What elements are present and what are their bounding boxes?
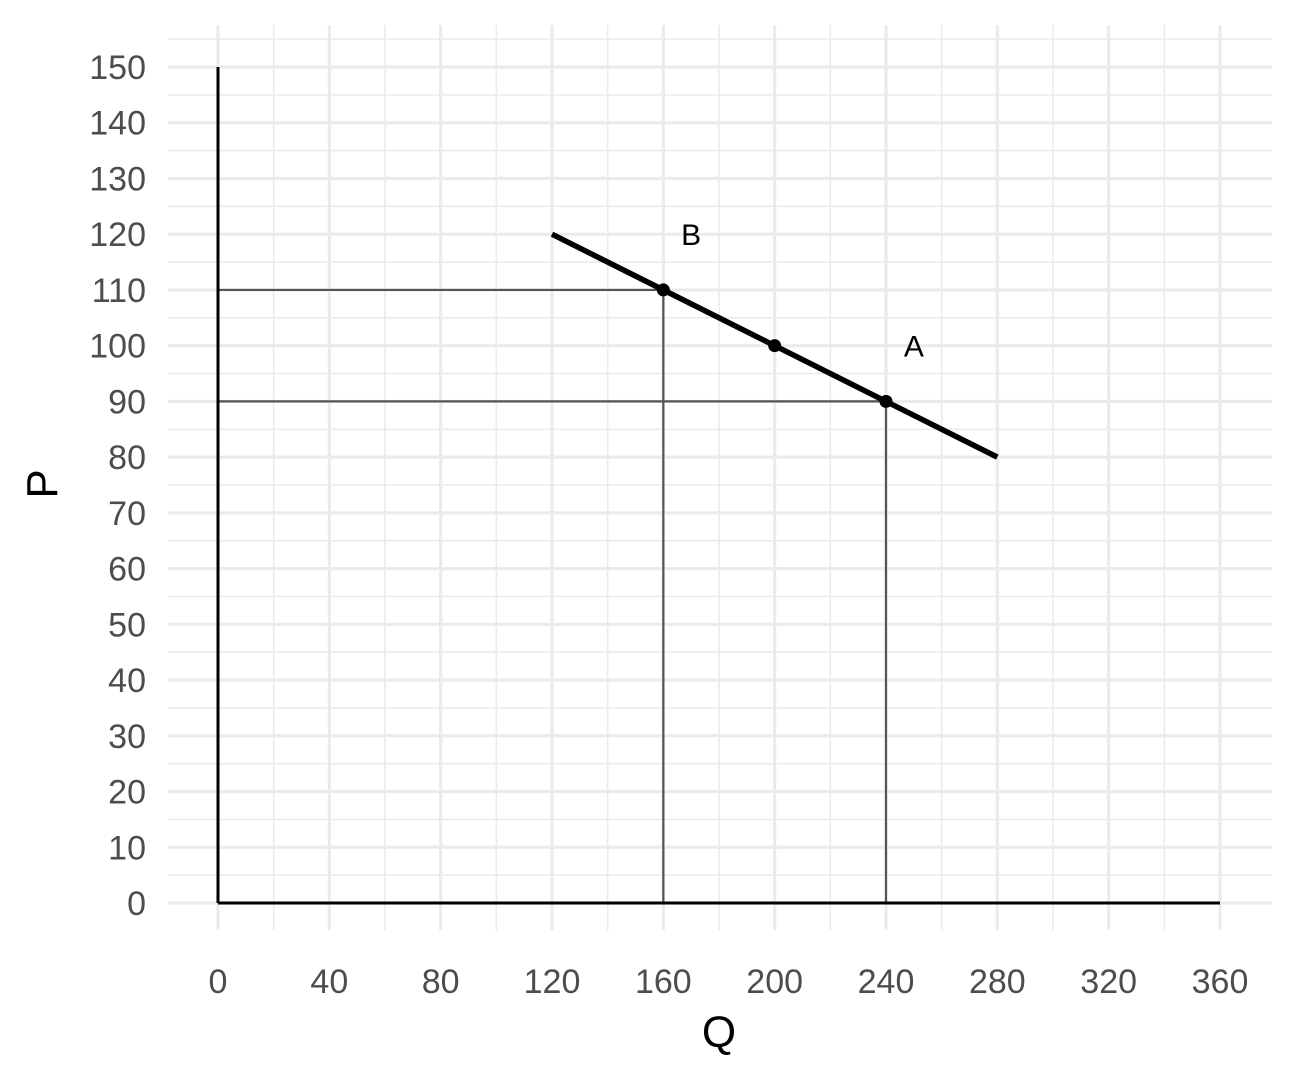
data-point [879,394,893,408]
x-tick-label: 160 [635,963,692,1001]
data-point [768,339,782,353]
y-tick-label: 0 [127,885,146,923]
y-tick-label: 70 [108,495,146,533]
x-tick-label: 240 [858,963,915,1001]
y-tick-labels: 0 10 20 30 40 50 60 70 80 90 100 110 120 130 140 150 [89,49,146,923]
y-tick-label: 80 [108,439,146,477]
y-tick-label: 60 [108,551,146,589]
y-tick-label: 10 [108,829,146,867]
y-tick-label: 130 [89,160,146,198]
x-tick-label: 320 [1080,963,1137,1001]
points-layer [656,283,893,408]
x-tick-label: 0 [209,963,228,1001]
y-tick-label: 140 [89,105,146,143]
major-gridlines [168,25,1272,930]
x-tick-label: 80 [422,963,460,1001]
annotations-layer: BA [681,219,924,363]
y-tick-label: 90 [108,383,146,421]
x-axis-title: Q [702,1008,736,1057]
x-tick-label: 200 [746,963,803,1001]
y-tick-label: 50 [108,606,146,644]
x-tick-label: 360 [1192,963,1249,1001]
y-tick-label: 30 [108,718,146,756]
x-tick-label: 280 [969,963,1026,1001]
y-tick-label: 40 [108,662,146,700]
data-point [656,283,670,297]
y-tick-label: 100 [89,328,146,366]
x-tick-labels: 0 40 80 120 160 200 240 280 320 360 [209,963,1249,1001]
x-tick-label: 40 [310,963,348,1001]
y-tick-label: 150 [89,49,146,87]
minor-gridlines [168,25,1272,930]
y-tick-label: 110 [92,272,146,310]
y-tick-label: 120 [89,216,146,254]
point-label-a: A [904,331,924,364]
y-tick-label: 20 [108,774,146,812]
x-tick-label: 120 [524,963,581,1001]
reference-lines [218,288,888,903]
axes [216,67,1220,905]
y-axis-title: P [18,469,67,498]
point-label-b: B [681,219,701,252]
